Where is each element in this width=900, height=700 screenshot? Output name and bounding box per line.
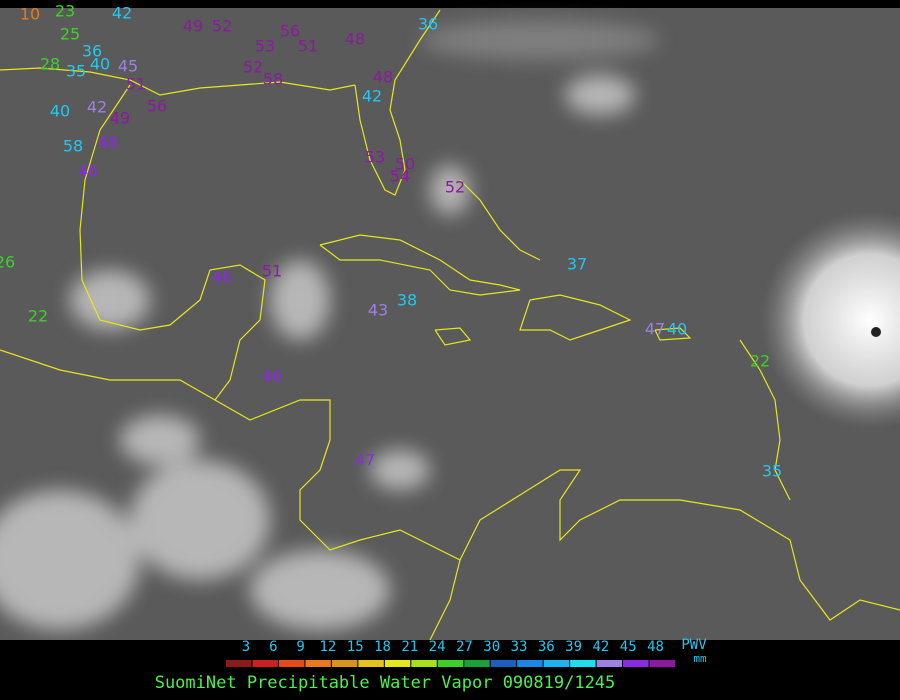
clouds: [0, 20, 660, 630]
station-value: 40: [90, 55, 110, 74]
hurricane: [760, 210, 900, 430]
station-value: 26: [0, 253, 15, 272]
legend-tick-label: 18: [374, 639, 391, 655]
station-value: 46: [262, 367, 282, 386]
station-value: 35: [762, 462, 782, 481]
legend-swatch: [411, 660, 437, 667]
legend-tick-label: 42: [592, 639, 609, 655]
legend-tick-label: 30: [483, 639, 500, 655]
legend-tick-label: 33: [511, 639, 528, 655]
legend-tick-label: 36: [538, 639, 555, 655]
legend-tick-label: 9: [296, 639, 304, 655]
station-value: 48: [98, 133, 118, 152]
station-value: 54: [390, 167, 410, 186]
legend-swatch: [384, 660, 411, 667]
station-value: 52: [243, 58, 263, 77]
legend-swatch: [226, 660, 252, 667]
legend-swatch: [305, 660, 331, 667]
legend-tick-label: 12: [319, 639, 336, 655]
legend-swatch: [623, 660, 649, 667]
station-value: 42: [362, 87, 382, 106]
legend-swatch: [490, 660, 517, 667]
hurricane-eye: [871, 327, 881, 337]
station-value: 49: [183, 17, 203, 36]
station-value: 10: [20, 5, 40, 24]
legend-swatch: [543, 660, 570, 667]
station-value: 42: [87, 98, 107, 117]
legend-tick-label: 21: [401, 639, 418, 655]
station-value: 40: [667, 320, 687, 339]
station-value: 38: [397, 291, 417, 310]
legend-swatch: [596, 660, 623, 667]
station-value: 42: [112, 4, 132, 23]
station-value: 36: [418, 15, 438, 34]
station-value: 22: [750, 352, 770, 371]
station-value: 43: [368, 301, 388, 320]
station-value: 47: [355, 451, 375, 470]
station-value: 52: [445, 178, 465, 197]
station-value: 49: [110, 109, 130, 128]
station-value: 51: [126, 75, 146, 94]
station-value: 46: [78, 162, 98, 181]
station-value: 35: [66, 62, 86, 81]
station-value: 58: [63, 137, 83, 156]
station-value: 58: [263, 70, 283, 89]
legend-tick-label: 6: [269, 639, 277, 655]
station-value: 45: [118, 57, 138, 76]
station-value: 36: [82, 42, 102, 61]
station-value: 51: [298, 37, 318, 56]
map-title: SuomiNet Precipitable Water Vapor 090819…: [155, 673, 616, 693]
legend-swatch: [331, 660, 358, 667]
legend-panel: [0, 640, 900, 700]
station-value: 56: [147, 97, 167, 116]
legend-swatch: [437, 660, 464, 667]
legend-tick-label: 48: [647, 639, 664, 655]
legend-swatch: [570, 660, 596, 667]
station-value: 37: [567, 255, 587, 274]
coastlines: [0, 9, 900, 641]
station-value: 23: [55, 2, 75, 21]
station-value: 51: [262, 262, 282, 281]
legend-swatch: [252, 660, 278, 667]
station-value: 28: [40, 55, 60, 74]
legend-swatch: [464, 660, 490, 667]
legend-swatch: [517, 660, 543, 667]
station-value: 53: [365, 148, 385, 167]
legend-unit: mm: [693, 652, 707, 665]
legend-tick-label: 15: [347, 639, 364, 655]
legend-swatch: [649, 660, 675, 667]
legend: PWV mm 3 6 9 12 15 18 21 24 27 30 33 36 39 42 45 48: [226, 637, 707, 667]
legend-tick-label: 39: [565, 639, 582, 655]
legend-swatch: [278, 660, 305, 667]
station-value: 53: [255, 37, 275, 56]
station-value: 56: [280, 22, 300, 41]
station-value: 47: [645, 320, 665, 339]
station-value: 22: [28, 307, 48, 326]
legend-swatch: [358, 660, 384, 667]
legend-tick-label: 45: [620, 639, 637, 655]
legend-tick-label: 24: [429, 639, 446, 655]
station-value: 52: [212, 17, 232, 36]
station-value: 40: [50, 102, 70, 121]
legend-tick-label: 3: [242, 639, 250, 655]
legend-unit: PWV: [681, 637, 707, 653]
station-value: 50: [395, 155, 415, 174]
station-value: 48: [373, 68, 393, 87]
station-value: 25: [60, 25, 80, 44]
station-value: 48: [345, 30, 365, 49]
station-value: 46: [212, 268, 232, 287]
legend-tick-label: 27: [456, 639, 473, 655]
